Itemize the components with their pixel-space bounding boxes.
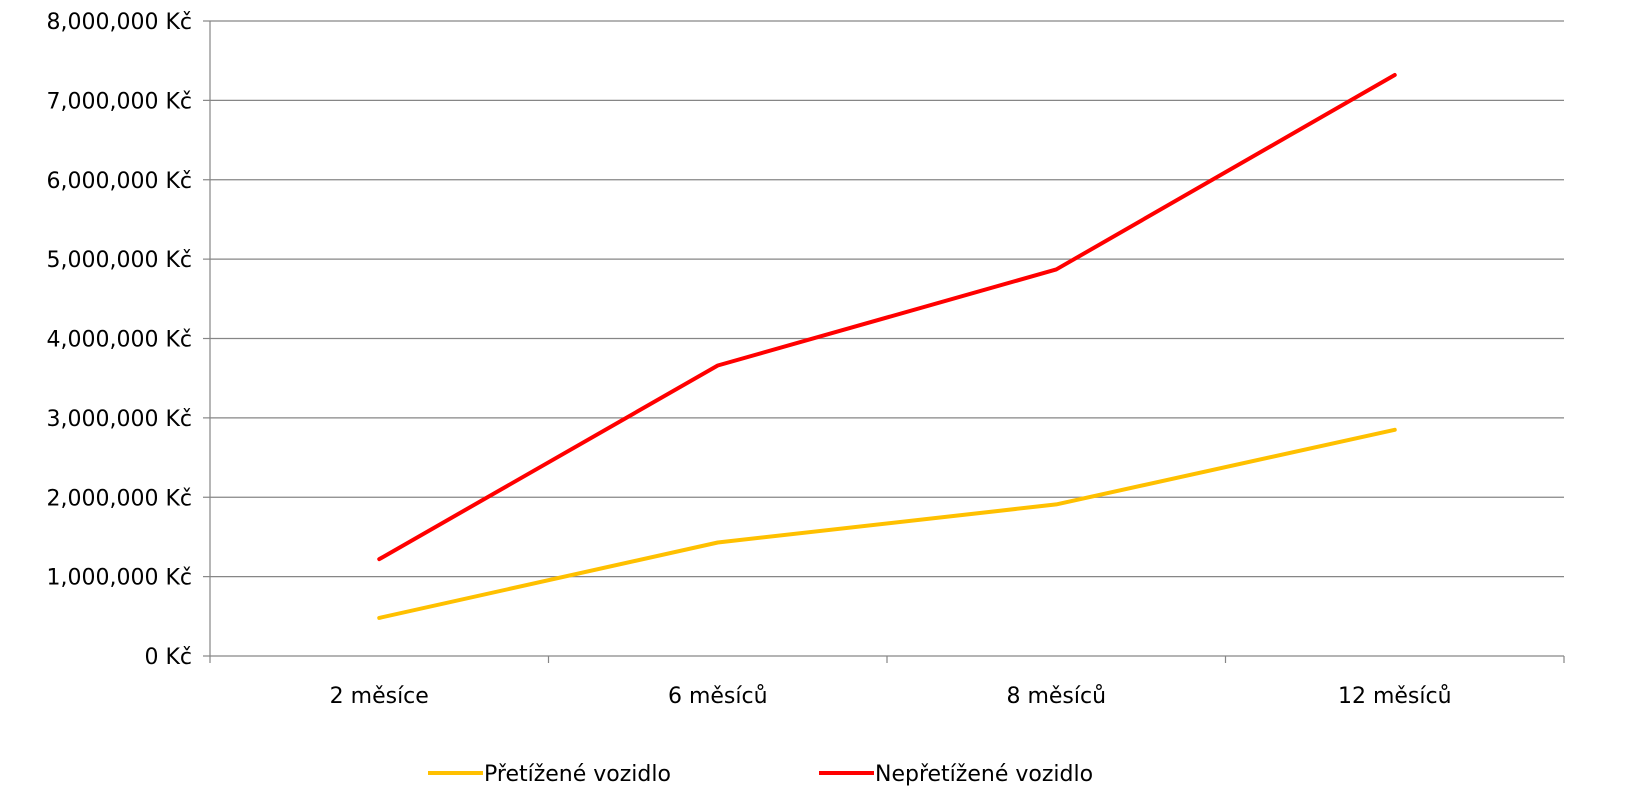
y-tick-label-0: 0 Kč [144,645,192,670]
x-tick-label-2: 8 měsíců [1006,684,1106,709]
y-tick-label-1: 1,000,000 Kč [47,566,192,591]
y-tick-label-8: 8,000,000 Kč [47,10,192,35]
legend-label-0: Přetížené vozidlo [484,762,671,787]
x-axis-tick-labels: 2 měsíce 6 měsíců 8 měsíců 12 měsíců [330,684,1452,709]
series-lines [379,75,1395,618]
y-axis-tick-labels: 0 Kč 1,000,000 Kč 2,000,000 Kč 3,000,000 Kč… [47,10,192,670]
x-tick-label-0: 2 měsíce [330,684,429,709]
grid-lines [210,21,1564,577]
x-tick-label-1: 6 měsíců [668,684,768,709]
series-line-1 [379,75,1395,559]
y-tick-label-4: 4,000,000 Kč [47,328,192,353]
y-tick-label-3: 3,000,000 Kč [47,407,192,432]
x-tick-label-3: 12 měsíců [1338,684,1452,709]
legend-label-1: Nepřetížené vozidlo [875,762,1093,787]
y-tick-label-6: 6,000,000 Kč [47,169,192,194]
y-tick-label-2: 2,000,000 Kč [47,486,192,511]
y-tick-label-7: 7,000,000 Kč [47,89,192,114]
axes [203,21,1564,663]
series-line-0 [379,430,1395,618]
legend: Přetížené vozidlo Nepřetížené vozidlo [428,762,1093,787]
y-tick-label-5: 5,000,000 Kč [47,248,192,273]
